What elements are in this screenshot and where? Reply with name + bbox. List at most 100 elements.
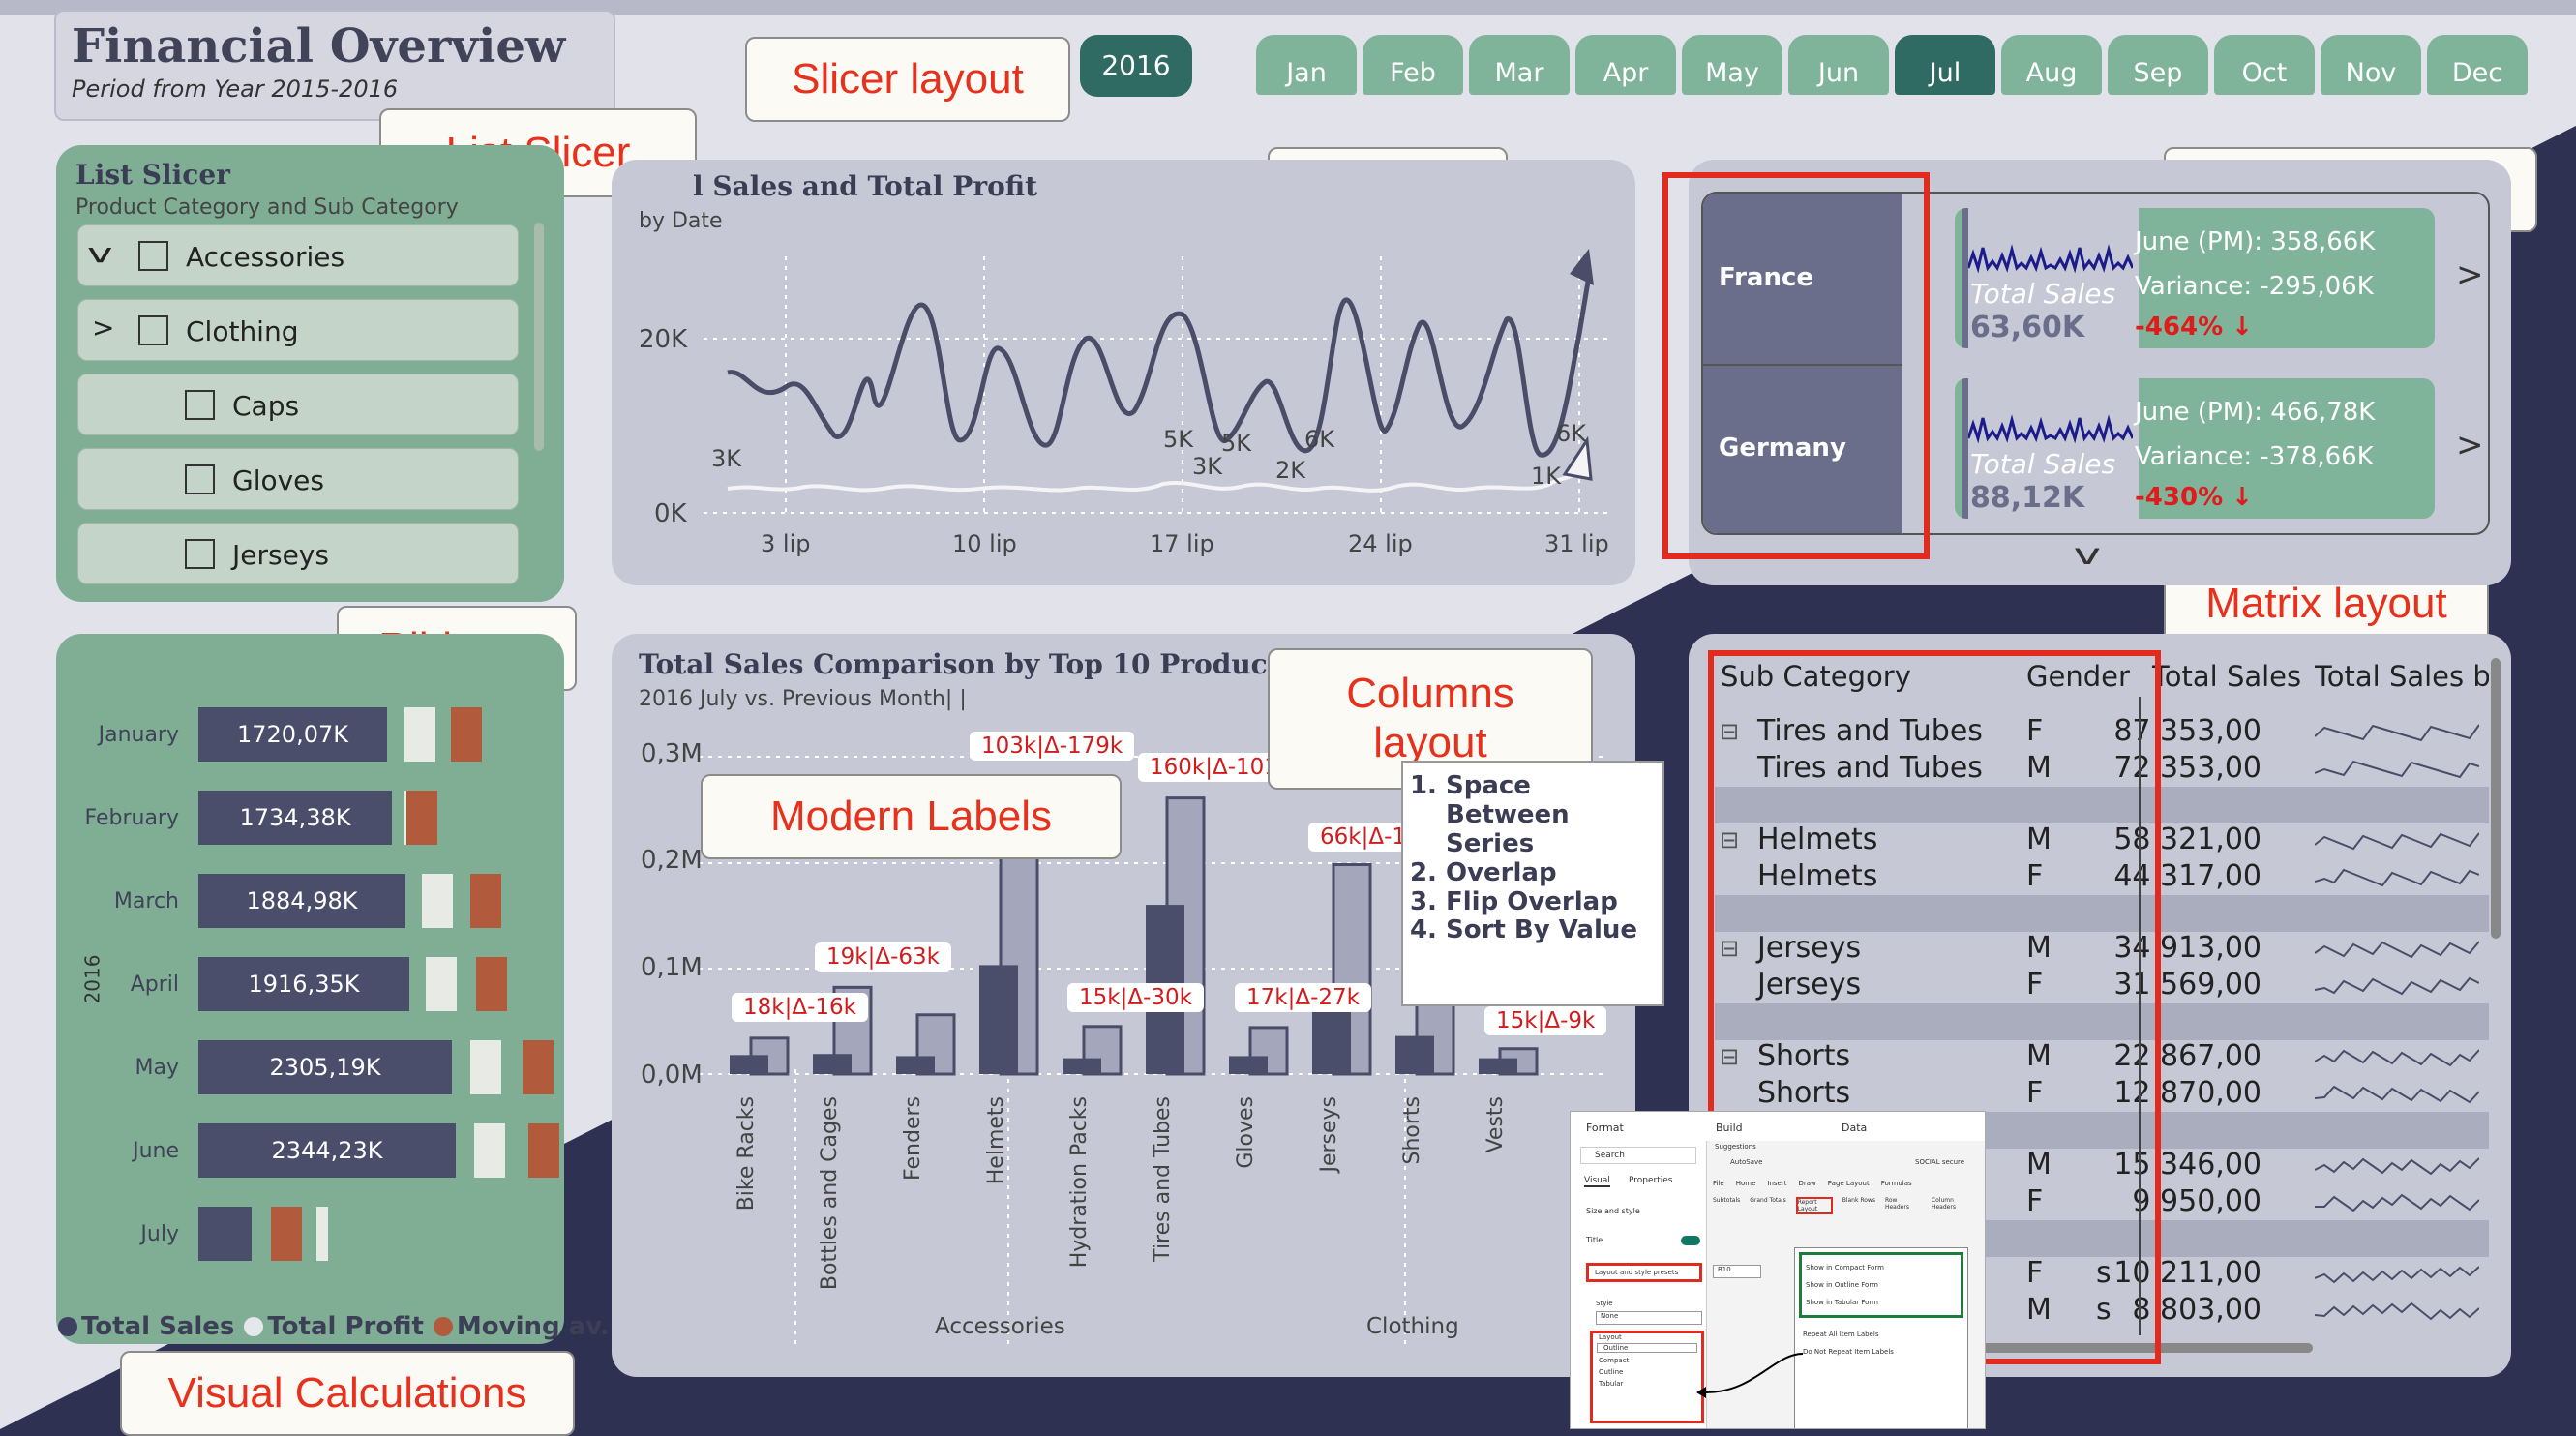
matrix-column-header[interactable]: Gender <box>2026 660 2130 693</box>
ribbon-moving-average-bar[interactable] <box>528 1123 559 1178</box>
excel-ribbon-button[interactable]: Grand Totals <box>1750 1197 1786 1204</box>
excel-tab[interactable]: File <box>1713 1180 1724 1187</box>
excel-ribbon-button[interactable]: Column Headers <box>1931 1197 1956 1211</box>
month-button[interactable]: May <box>1682 35 1782 95</box>
month-button[interactable]: Dec <box>2427 35 2528 95</box>
checkbox[interactable] <box>138 241 168 271</box>
format-tab[interactable]: Format <box>1586 1122 1624 1134</box>
ribbon-moving-average-bar[interactable] <box>406 791 437 845</box>
style-select[interactable]: None <box>1596 1311 1702 1325</box>
checkbox[interactable] <box>185 390 215 420</box>
current-month-bar[interactable] <box>730 1055 768 1074</box>
layout-option[interactable]: Outline <box>1597 1343 1697 1353</box>
month-button[interactable]: Jan <box>1256 35 1357 95</box>
size-style-row[interactable]: Size and style <box>1586 1207 1640 1215</box>
excel-tab[interactable]: Page Layout <box>1827 1180 1870 1187</box>
ribbon-sales-bar[interactable]: 1720,07K <box>198 707 387 762</box>
excel-ribbon-button[interactable]: Report Layout <box>1795 1197 1833 1214</box>
slicer-item[interactable]: > Clothing <box>77 299 519 361</box>
excel-tab[interactable]: Insert <box>1767 1180 1787 1187</box>
matrix-row[interactable]: ⊟ Shorts M 22 867,00 <box>1715 1038 2489 1075</box>
legend-item[interactable]: Total Profit <box>244 1312 424 1341</box>
format-search-input[interactable]: Search <box>1580 1147 1696 1164</box>
current-month-bar[interactable] <box>1312 1003 1351 1074</box>
layout-option[interactable]: Compact <box>1599 1357 1630 1364</box>
slicer-item[interactable]: Caps <box>77 374 519 435</box>
ribbon-moving-average-bar[interactable] <box>451 707 482 762</box>
checkbox[interactable] <box>185 539 215 569</box>
month-button[interactable]: Sep <box>2108 35 2208 95</box>
title-row[interactable]: Title <box>1586 1236 1603 1244</box>
month-button[interactable]: Feb <box>1363 35 1463 95</box>
checkbox[interactable] <box>185 464 215 494</box>
report-layout-option[interactable]: Show in Compact Form <box>1806 1264 1884 1271</box>
ribbon-moving-average-bar[interactable] <box>470 874 501 928</box>
report-layout-option[interactable]: Show in Tabular Form <box>1806 1299 1878 1306</box>
matrix-row[interactable]: ⊟ Helmets M 58 321,00 <box>1715 822 2489 858</box>
next-icon[interactable]: > <box>2456 255 2484 294</box>
ribbon-profit-bar[interactable] <box>404 707 435 762</box>
ribbon-sales-bar[interactable]: 1916,35K <box>198 957 409 1011</box>
month-button[interactable]: Oct <box>2214 35 2315 95</box>
matrix-column-header[interactable]: Total Sales <box>2152 660 2302 693</box>
ribbon-profit-bar[interactable] <box>470 1040 501 1094</box>
autosave-toggle[interactable]: AutoSave <box>1730 1158 1763 1166</box>
matrix-hscrollbar[interactable] <box>1839 1343 2313 1353</box>
current-month-bar[interactable] <box>1479 1058 1517 1074</box>
ribbon-sales-bar[interactable] <box>198 1207 252 1261</box>
data-tab[interactable]: Data <box>1842 1122 1868 1134</box>
report-layout-option[interactable]: Repeat All Item Labels <box>1803 1331 1879 1338</box>
excel-tab[interactable]: Formulas <box>1880 1180 1912 1187</box>
matrix-row[interactable]: Helmets F 44 317,00 <box>1715 858 2489 895</box>
matrix-row[interactable]: ⊟ Tires and Tubes F 87 353,00 <box>1715 713 2489 750</box>
kpi-card[interactable]: Total Sales 63,60K June (PM): 358,66K Varia… <box>1955 208 2435 348</box>
excel-tab[interactable]: Home <box>1735 1180 1756 1187</box>
collapse-icon[interactable]: ⊟ <box>1720 718 1740 745</box>
matrix-row[interactable]: Tires and Tubes M 72 353,00 <box>1715 750 2489 787</box>
matrix-row[interactable]: ⊟ Jerseys M 34 913,00 <box>1715 930 2489 967</box>
slicer-item[interactable]: Gloves <box>77 448 519 510</box>
build-tab[interactable]: Build <box>1716 1122 1743 1134</box>
matrix-row[interactable]: Shorts F 12 870,00 <box>1715 1075 2489 1112</box>
ribbon-moving-average-bar[interactable] <box>476 957 507 1011</box>
matrix-vscrollbar[interactable] <box>2491 658 2501 939</box>
month-button[interactable]: Jun <box>1788 35 1889 95</box>
visual-subtab[interactable]: Visual <box>1584 1176 1610 1187</box>
current-month-bar[interactable] <box>896 1056 935 1074</box>
current-month-bar[interactable] <box>979 965 1018 1074</box>
current-month-bar[interactable] <box>1063 1058 1101 1074</box>
checkbox[interactable] <box>138 315 168 345</box>
collapse-icon[interactable]: ⊟ <box>1720 826 1740 853</box>
ribbon-sales-bar[interactable]: 2344,23K <box>198 1123 456 1178</box>
month-button[interactable]: Apr <box>1575 35 1676 95</box>
list-slicer-scrollbar[interactable] <box>534 223 544 451</box>
report-layout-option[interactable]: Do Not Repeat Item Labels <box>1803 1348 1894 1356</box>
layout-option[interactable]: Tabular <box>1599 1380 1624 1388</box>
slicer-item[interactable]: v Accessories <box>77 224 519 286</box>
chevron-down-icon[interactable]: v <box>87 237 113 269</box>
matrix-row[interactable]: M 15 346,00 <box>1715 1147 2489 1183</box>
legend-item[interactable]: Moving av... <box>433 1312 629 1341</box>
ribbon-profit-bar[interactable] <box>474 1123 505 1178</box>
excel-tab[interactable]: Draw <box>1798 1180 1816 1187</box>
cell-ref-box[interactable]: B10 <box>1713 1265 1761 1278</box>
ribbon-moving-average-bar[interactable] <box>523 1040 554 1094</box>
current-month-bar[interactable] <box>813 1054 852 1074</box>
slicer-item[interactable]: Jerseys <box>77 523 519 584</box>
next-icon[interactable]: > <box>2456 426 2484 464</box>
matrix-row[interactable]: s F 10 211,00 <box>1715 1255 2489 1292</box>
legend-item[interactable]: Total Sales <box>58 1312 234 1341</box>
ribbon-sales-bar[interactable]: 1734,38K <box>198 791 392 845</box>
small-multiples-more-icon[interactable]: v <box>2073 538 2102 572</box>
matrix-column-header[interactable]: Total Sales b <box>2315 660 2489 693</box>
layout-presets-row[interactable]: Layout and style presets <box>1586 1263 1702 1282</box>
matrix-row[interactable]: s M 8 803,00 <box>1715 1292 2489 1329</box>
year-button[interactable]: 2016 <box>1080 35 1192 97</box>
matrix-column-header[interactable]: Sub Category <box>1721 660 1911 693</box>
report-layout-option[interactable]: Show in Outline Form <box>1806 1281 1878 1289</box>
ribbon-profit-bar[interactable] <box>426 957 457 1011</box>
matrix-row[interactable]: Jerseys F 31 569,00 <box>1715 967 2489 1003</box>
ribbon-profit-bar[interactable] <box>422 874 453 928</box>
excel-ribbon-button[interactable]: Subtotals <box>1713 1197 1741 1204</box>
current-month-bar[interactable] <box>1395 1035 1434 1074</box>
